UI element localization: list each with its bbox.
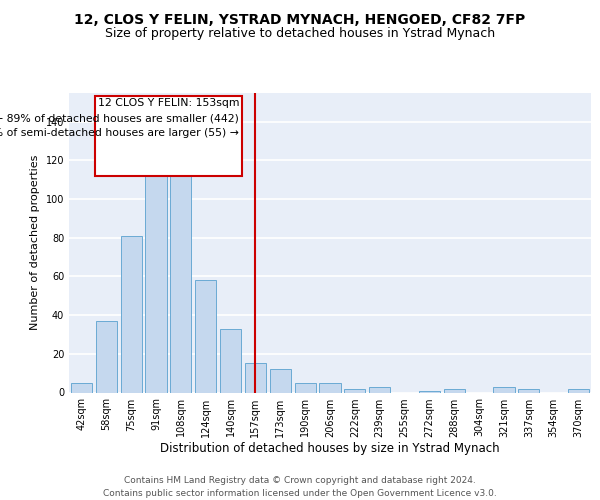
Bar [145,143,167,392]
X-axis label: Distribution of detached houses by size in Ystrad Mynach: Distribution of detached houses by size … [160,442,500,456]
Text: 12, CLOS Y FELIN, YSTRAD MYNACH, HENGOED, CF82 7FP: 12, CLOS Y FELIN, YSTRAD MYNACH, HENGOED… [74,12,526,26]
Bar [319,383,341,392]
Bar [121,236,142,392]
Text: 12 CLOS Y FELIN: 153sqm
← 89% of detached houses are smaller (442)
11% of semi-d: 12 CLOS Y FELIN: 153sqm ← 89% of detache… [0,98,239,138]
Bar [170,170,191,392]
Text: Contains HM Land Registry data © Crown copyright and database right 2024.
Contai: Contains HM Land Registry data © Crown c… [103,476,497,498]
Bar [419,390,440,392]
Bar [71,383,92,392]
Bar [270,370,291,392]
Bar [568,388,589,392]
Bar [96,321,117,392]
FancyBboxPatch shape [95,96,242,176]
Bar [220,328,241,392]
Bar [518,388,539,392]
Bar [369,386,390,392]
Bar [295,383,316,392]
Bar [195,280,216,392]
Bar [344,388,365,392]
Bar [493,386,515,392]
Bar [245,364,266,392]
Y-axis label: Number of detached properties: Number of detached properties [30,155,40,330]
Text: Size of property relative to detached houses in Ystrad Mynach: Size of property relative to detached ho… [105,28,495,40]
Bar [444,388,465,392]
